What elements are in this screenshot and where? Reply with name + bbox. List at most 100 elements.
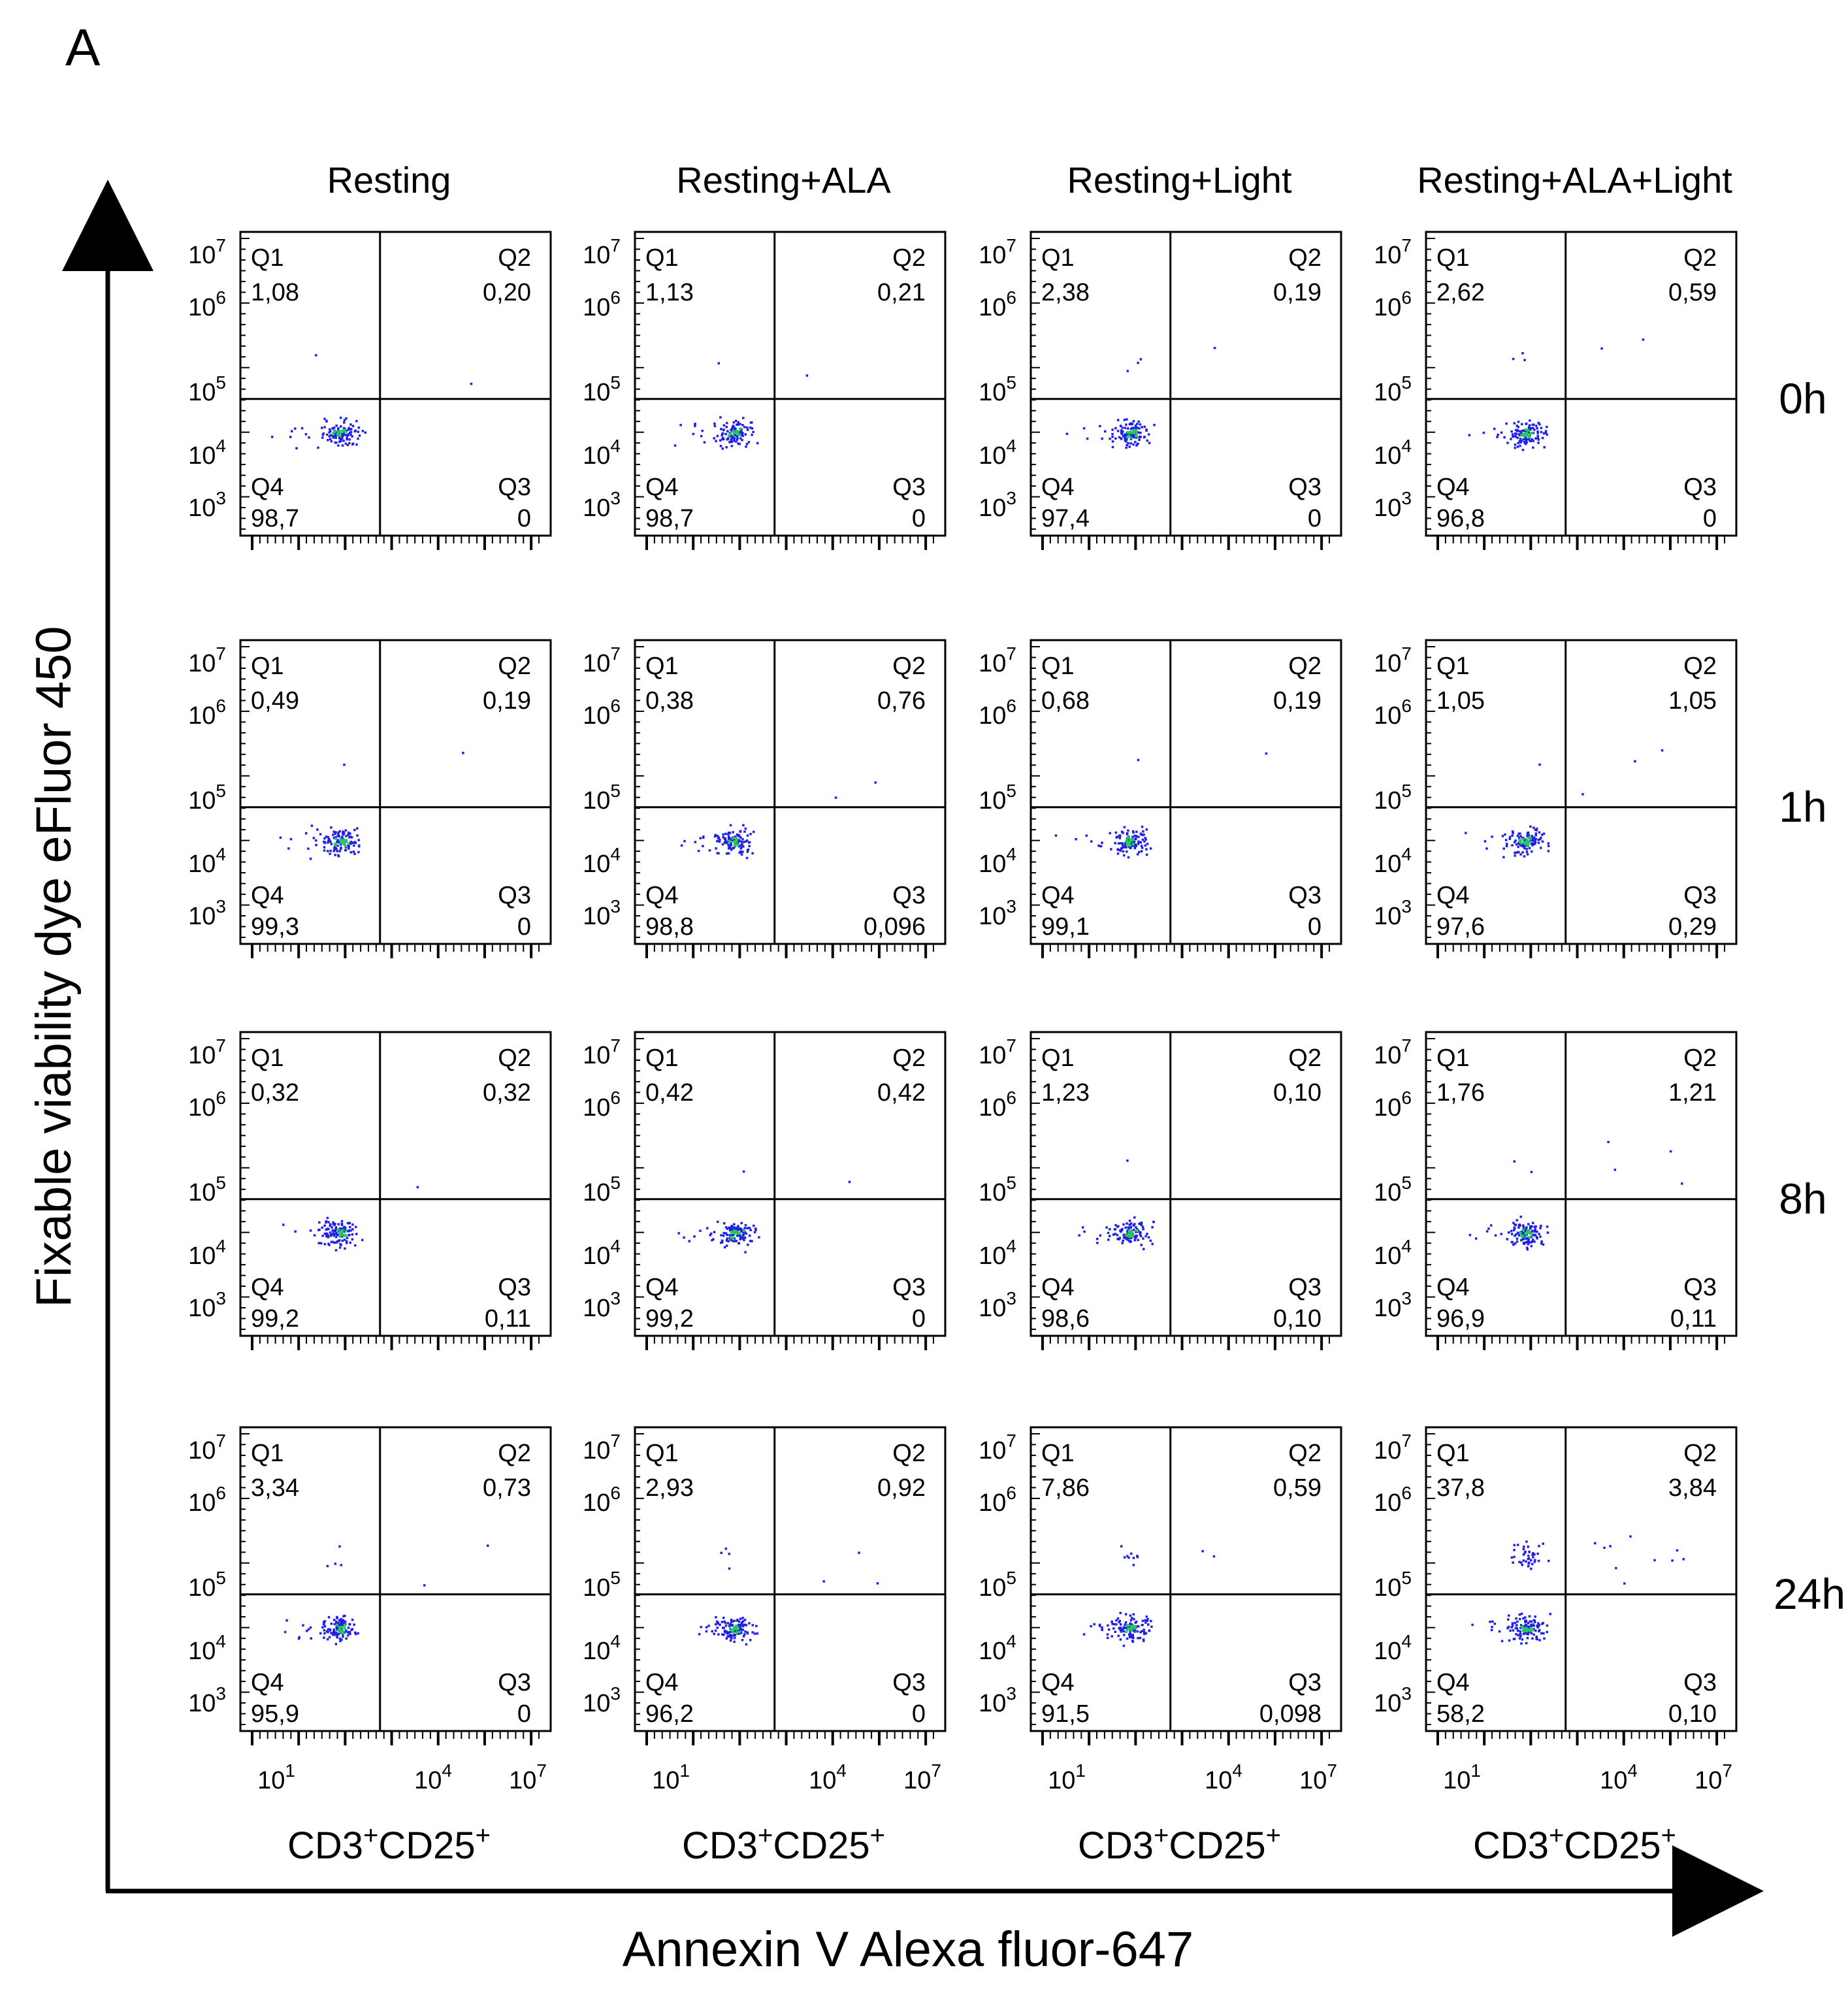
- event-dot: [346, 436, 348, 439]
- event-dot: [345, 1629, 348, 1632]
- event-dot: [349, 423, 352, 426]
- event-dot: [331, 1233, 333, 1236]
- y-tick-label: 105: [1374, 372, 1412, 406]
- event-dot: [743, 426, 746, 429]
- event-dot-dense: [1527, 845, 1530, 848]
- event-dot: [729, 846, 732, 849]
- event-dot: [721, 1633, 724, 1636]
- event-dot: [349, 1241, 352, 1244]
- event-dot: [1522, 429, 1525, 432]
- event-dot: [347, 1627, 350, 1629]
- panel-frame: [1029, 1031, 1342, 1337]
- event-dot: [1132, 1564, 1135, 1566]
- event-dot: [1491, 1620, 1494, 1623]
- event-dot-dense: [344, 1229, 348, 1233]
- quadrant-label-q2: Q2: [498, 653, 531, 680]
- event-dot: [327, 835, 330, 839]
- event-dot: [1522, 1559, 1525, 1562]
- event-dot: [1526, 1237, 1529, 1240]
- event-dot: [744, 1223, 747, 1227]
- event-dot: [1078, 1234, 1081, 1237]
- event-dot: [323, 1242, 327, 1246]
- quadrant-label-q3: Q3: [1288, 1669, 1321, 1696]
- event-dot: [722, 1222, 726, 1225]
- event-dot: [270, 436, 274, 438]
- event-dot: [342, 1615, 345, 1618]
- quadrant-value-q1: 0,32: [251, 1079, 299, 1107]
- event-dot: [348, 442, 351, 445]
- quadrant-label-q2: Q2: [892, 653, 926, 680]
- event-dot: [347, 845, 350, 848]
- event-dot: [316, 828, 319, 831]
- y-tick-label: 105: [188, 372, 226, 406]
- event-dot-dense: [1127, 841, 1131, 845]
- event-dot: [342, 833, 345, 836]
- event-dot: [1126, 1637, 1129, 1640]
- event-dot: [747, 841, 751, 844]
- event-dot: [751, 1240, 753, 1242]
- quadrant-value-q4: 98,6: [1041, 1305, 1090, 1333]
- event-dot: [719, 445, 722, 447]
- event-dot: [1527, 1223, 1530, 1225]
- event-dot: [1528, 1615, 1531, 1618]
- event-dot-dense: [730, 1237, 733, 1240]
- event-dot: [1147, 433, 1150, 436]
- event-dot: [1126, 1229, 1129, 1232]
- event-dot: [1143, 1628, 1145, 1631]
- event-dot: [1503, 436, 1506, 439]
- event-dot: [1546, 1630, 1549, 1634]
- event-dot: [1607, 1141, 1610, 1144]
- event-dot: [874, 781, 877, 784]
- column-header: Resting+ALA: [676, 159, 891, 201]
- event-dot: [725, 1244, 728, 1247]
- event-dot: [739, 844, 742, 847]
- event-dot: [1513, 1544, 1516, 1547]
- x-tick-label: 107: [903, 1760, 941, 1794]
- event-dot: [1522, 438, 1525, 441]
- event-dot: [350, 836, 353, 839]
- event-dot-dense: [1527, 843, 1530, 846]
- event-dot: [711, 1630, 713, 1633]
- quadrant-label-q1: Q1: [645, 244, 679, 272]
- event-dot: [329, 1224, 332, 1227]
- event-dot: [1516, 429, 1519, 432]
- event-dot: [730, 1225, 734, 1227]
- event-dot: [730, 839, 732, 842]
- event-dot: [343, 1238, 346, 1241]
- column-header: Resting: [327, 159, 451, 201]
- event-dot: [1522, 1242, 1525, 1244]
- event-dot: [1531, 1229, 1534, 1233]
- quadrant-label-q1: Q1: [645, 653, 679, 680]
- quadrant-label-q1: Q1: [1436, 244, 1470, 272]
- event-dot: [337, 831, 340, 834]
- event-dot: [349, 431, 351, 434]
- event-dot-dense: [1127, 1230, 1131, 1233]
- event-dot: [336, 1636, 339, 1639]
- event-dot: [1136, 1630, 1139, 1633]
- event-dot: [1510, 1229, 1513, 1233]
- event-dot: [1521, 1638, 1524, 1641]
- event-dot: [744, 827, 747, 830]
- event-dot: [1516, 1627, 1519, 1630]
- event-dot: [1142, 1638, 1145, 1641]
- event-dot: [1527, 1625, 1530, 1628]
- event-dot: [731, 1634, 734, 1637]
- event-dot: [736, 437, 739, 440]
- event-dot: [1107, 1238, 1110, 1241]
- event-dot: [1531, 1553, 1534, 1556]
- event-dot: [1531, 844, 1534, 847]
- event-dot: [335, 1241, 338, 1244]
- event-dot: [1133, 841, 1135, 843]
- event-dot: [1535, 1235, 1538, 1238]
- event-dot: [333, 848, 336, 850]
- quadrant-value-q2: 0,10: [1273, 1079, 1321, 1107]
- event-dot: [327, 841, 329, 844]
- event-dot: [739, 1627, 742, 1630]
- event-dot-dense: [1524, 842, 1527, 845]
- event-dot: [349, 433, 352, 436]
- event-dot: [1511, 834, 1514, 837]
- event-dot: [1129, 847, 1132, 849]
- event-dot: [336, 1628, 338, 1631]
- event-dot: [353, 852, 356, 855]
